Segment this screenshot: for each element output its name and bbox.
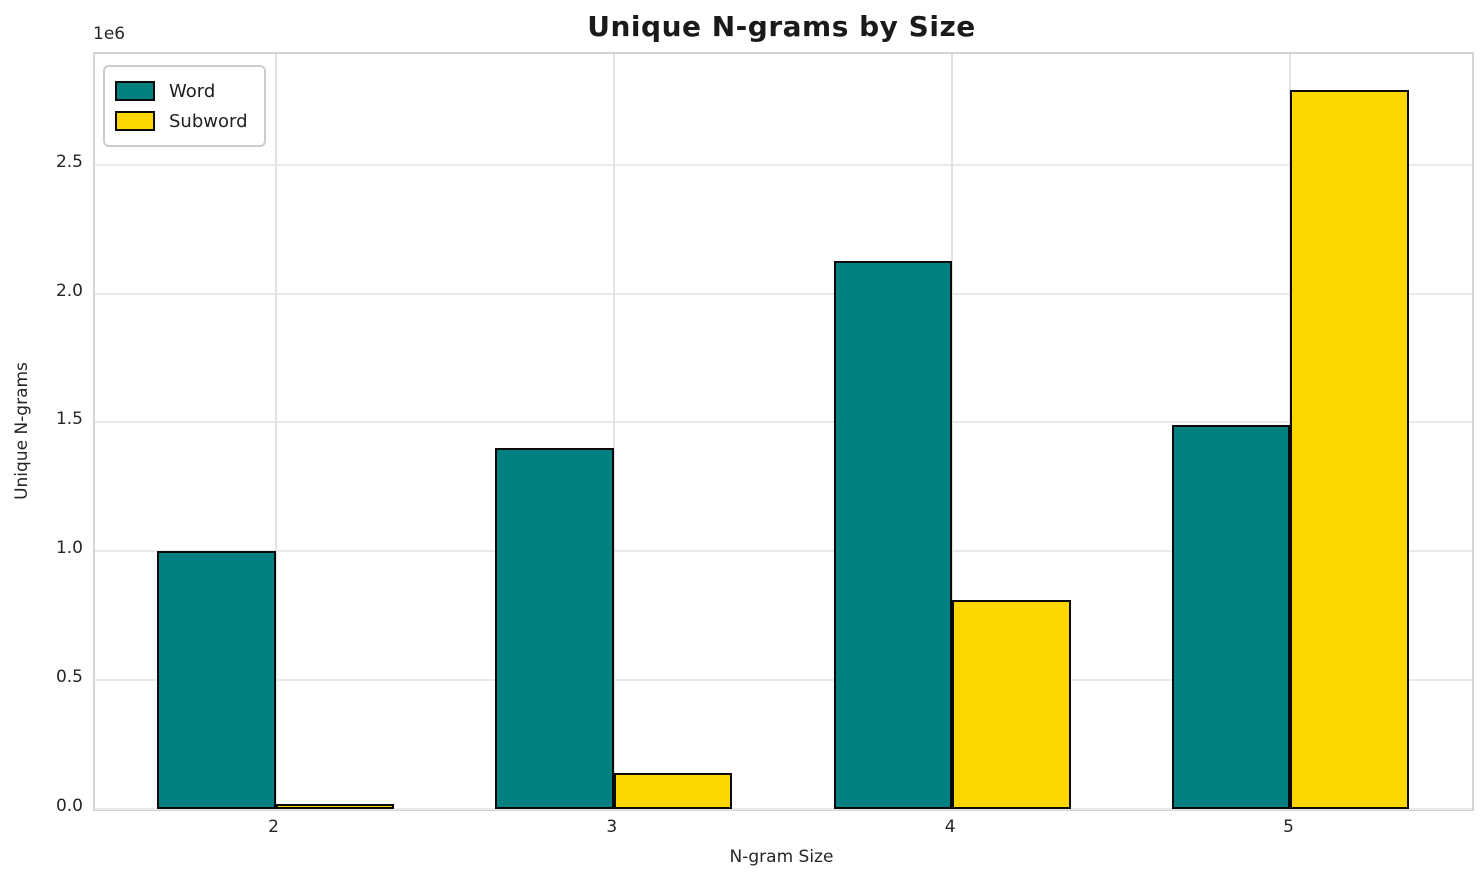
x-tick-label: 4 — [944, 817, 956, 837]
x-gridline-4 — [951, 54, 954, 809]
legend-item-subword: Subword — [115, 106, 248, 136]
y-gridline-2.0 — [95, 292, 1472, 295]
legend-item-word: Word — [115, 76, 248, 106]
legend: Word Subword — [103, 65, 266, 147]
bar-subword-5 — [1290, 90, 1409, 809]
bar-word-2 — [157, 551, 276, 809]
bar-word-5 — [1171, 425, 1291, 809]
y-gridline-0.0 — [95, 808, 1472, 810]
x-gridline-2 — [274, 54, 277, 809]
y-gridline-2.5 — [95, 163, 1472, 166]
y-tick-label: 2.0 — [55, 280, 83, 301]
word-color-swatch — [115, 81, 155, 101]
y-tick-label: 2.5 — [55, 151, 83, 172]
bar-word-3 — [495, 448, 614, 809]
x-tick-label: 3 — [606, 817, 618, 837]
bar-subword-2 — [275, 803, 394, 809]
bar-subword-4 — [952, 600, 1071, 809]
y-axis-offset-label: 1e6 — [93, 24, 126, 44]
x-axis-label: N-gram Size — [729, 847, 834, 867]
bar-subword-3 — [613, 772, 733, 809]
plot-area: Word Subword — [93, 52, 1474, 811]
x-tick-label: 2 — [268, 817, 279, 837]
y-tick-label: 0.5 — [55, 667, 83, 688]
x-tick-label: 5 — [1283, 817, 1294, 837]
subword-color-swatch — [115, 111, 155, 131]
y-tick-label: 0.0 — [55, 796, 83, 816]
y-gridline-1.5 — [95, 421, 1472, 424]
y-gridline-0.5 — [95, 679, 1472, 682]
legend-label-word: Word — [169, 80, 216, 102]
y-tick-label: 1.0 — [55, 538, 83, 559]
chart-title: Unique N-grams by Size — [587, 10, 976, 43]
y-tick-label: 1.5 — [55, 409, 83, 430]
y-gridline-1.0 — [95, 550, 1472, 553]
x-gridline-3 — [612, 54, 615, 809]
bar-word-4 — [833, 261, 953, 809]
legend-label-subword: Subword — [169, 110, 248, 132]
